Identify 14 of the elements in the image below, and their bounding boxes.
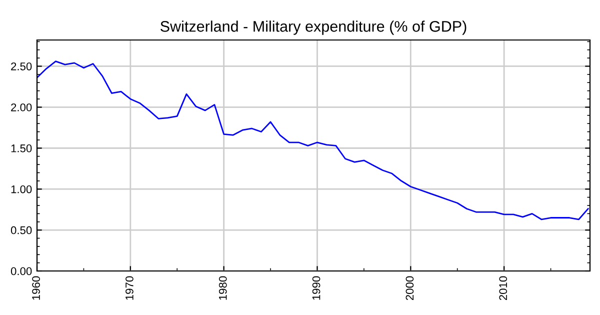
x-tick-label: 2000 bbox=[406, 276, 414, 300]
x-tick-label: 1960 bbox=[32, 276, 40, 300]
x-tick-label: 1970 bbox=[126, 276, 134, 300]
line-series bbox=[37, 60, 589, 220]
y-tick-label: 0.50 bbox=[10, 226, 32, 234]
x-tick-label: 1980 bbox=[218, 276, 227, 300]
y-tick-label: 2.50 bbox=[11, 62, 32, 70]
x-tick-label: 2010 bbox=[499, 276, 508, 300]
y-tick-label: 1.00 bbox=[11, 185, 32, 194]
y-tick-label: 2.00 bbox=[11, 103, 32, 112]
y-tick-label: 1.50 bbox=[11, 144, 32, 152]
chart-title: Switzerland - Military expenditure (% of GDP) bbox=[160, 20, 466, 35]
y-tick-label: 0.00 bbox=[10, 267, 32, 276]
x-tick-label: 1990 bbox=[312, 276, 320, 300]
